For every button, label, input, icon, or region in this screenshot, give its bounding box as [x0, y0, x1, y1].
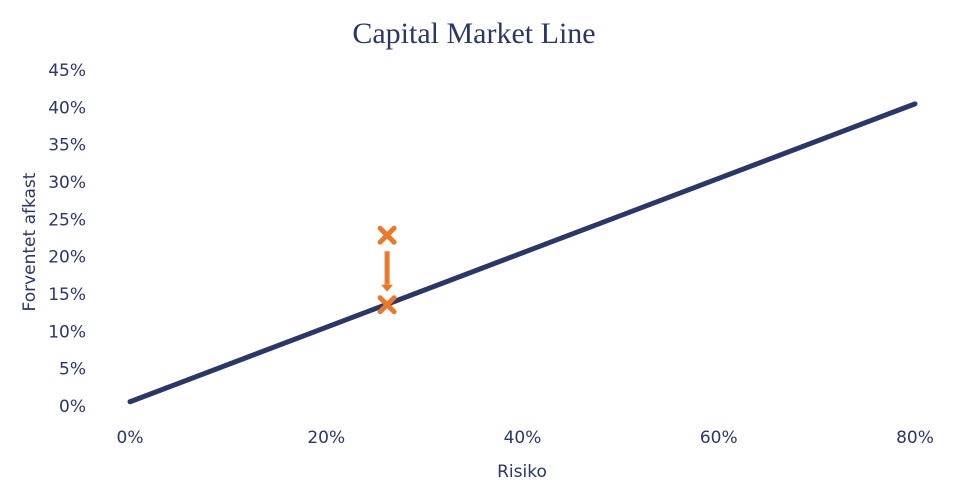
y-tick-label: 25% — [48, 210, 86, 230]
x-tick-label: 40% — [504, 428, 542, 448]
y-tick-label: 40% — [48, 98, 86, 118]
y-tick-label: 0% — [59, 397, 86, 417]
cross-marker — [377, 225, 397, 245]
y-tick-label: 10% — [48, 322, 86, 342]
x-tick-label: 80% — [896, 428, 934, 448]
y-tick-label: 35% — [48, 136, 86, 156]
x-tick-label: 0% — [117, 428, 144, 448]
x-tick-label: 20% — [307, 428, 345, 448]
chart-title: Capital Market Line — [352, 17, 595, 50]
cml-line — [127, 101, 918, 405]
y-tick-label: 15% — [48, 285, 86, 305]
cross-marker — [377, 295, 397, 315]
y-tick-label: 5% — [59, 360, 86, 380]
arrow-head — [381, 284, 394, 292]
y-tick-label: 20% — [48, 248, 86, 268]
y-tick-label: 45% — [48, 61, 86, 81]
x-tick-label: 60% — [700, 428, 738, 448]
x-axis-label: Risiko — [497, 462, 547, 482]
y-axis-label: Forventet afkast — [20, 172, 40, 311]
y-tick-label: 30% — [48, 173, 86, 193]
